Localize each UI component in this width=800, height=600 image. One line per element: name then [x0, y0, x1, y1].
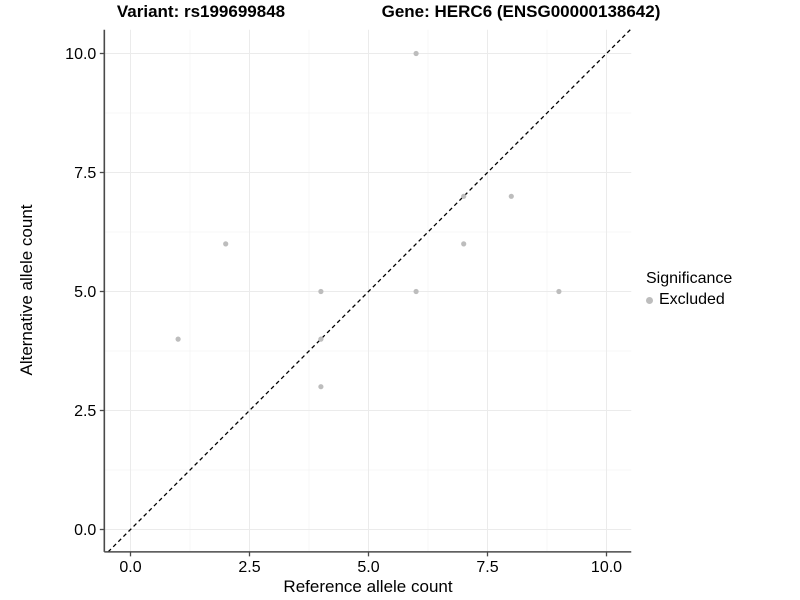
- data-point: [461, 193, 467, 199]
- data-point: [413, 50, 419, 57]
- y-tick-label: 5.0: [74, 284, 96, 301]
- plot-title-gene: Gene: HERC6 (ENSG00000138642): [381, 2, 661, 21]
- x-tick-label: 0.0: [119, 559, 141, 576]
- legend-title: Significance: [646, 270, 733, 287]
- excluded-point-swatch: [646, 296, 653, 304]
- data-point: [508, 193, 514, 199]
- data-point: [223, 241, 229, 247]
- legend-item-excluded: Excluded: [646, 291, 732, 309]
- data-point: [318, 336, 324, 342]
- legend: Significance Excluded: [646, 270, 732, 309]
- identity-line: [107, 29, 631, 553]
- data-point: [175, 336, 181, 342]
- y-tick-label: 0.0: [74, 522, 96, 539]
- x-tick-label: 2.5: [238, 559, 260, 576]
- y-tick-label: 10.0: [65, 46, 96, 63]
- data-point: [413, 288, 419, 295]
- x-axis-label: Reference allele count: [283, 577, 453, 596]
- x-tick-label: 5.0: [357, 559, 379, 576]
- data-point: [318, 288, 324, 295]
- y-tick-label: 7.5: [74, 165, 96, 182]
- data-point: [318, 384, 324, 390]
- data-point: [461, 241, 467, 247]
- x-tick-label: 7.5: [476, 559, 498, 576]
- legend-item-label: Excluded: [659, 291, 725, 308]
- data-point: [556, 288, 562, 295]
- y-tick-label: 2.5: [74, 403, 96, 420]
- x-tick-label: 10.0: [591, 559, 622, 576]
- y-axis-label: Alternative allele count: [17, 204, 36, 376]
- plot-title-variant: Variant: rs199699848: [116, 2, 286, 21]
